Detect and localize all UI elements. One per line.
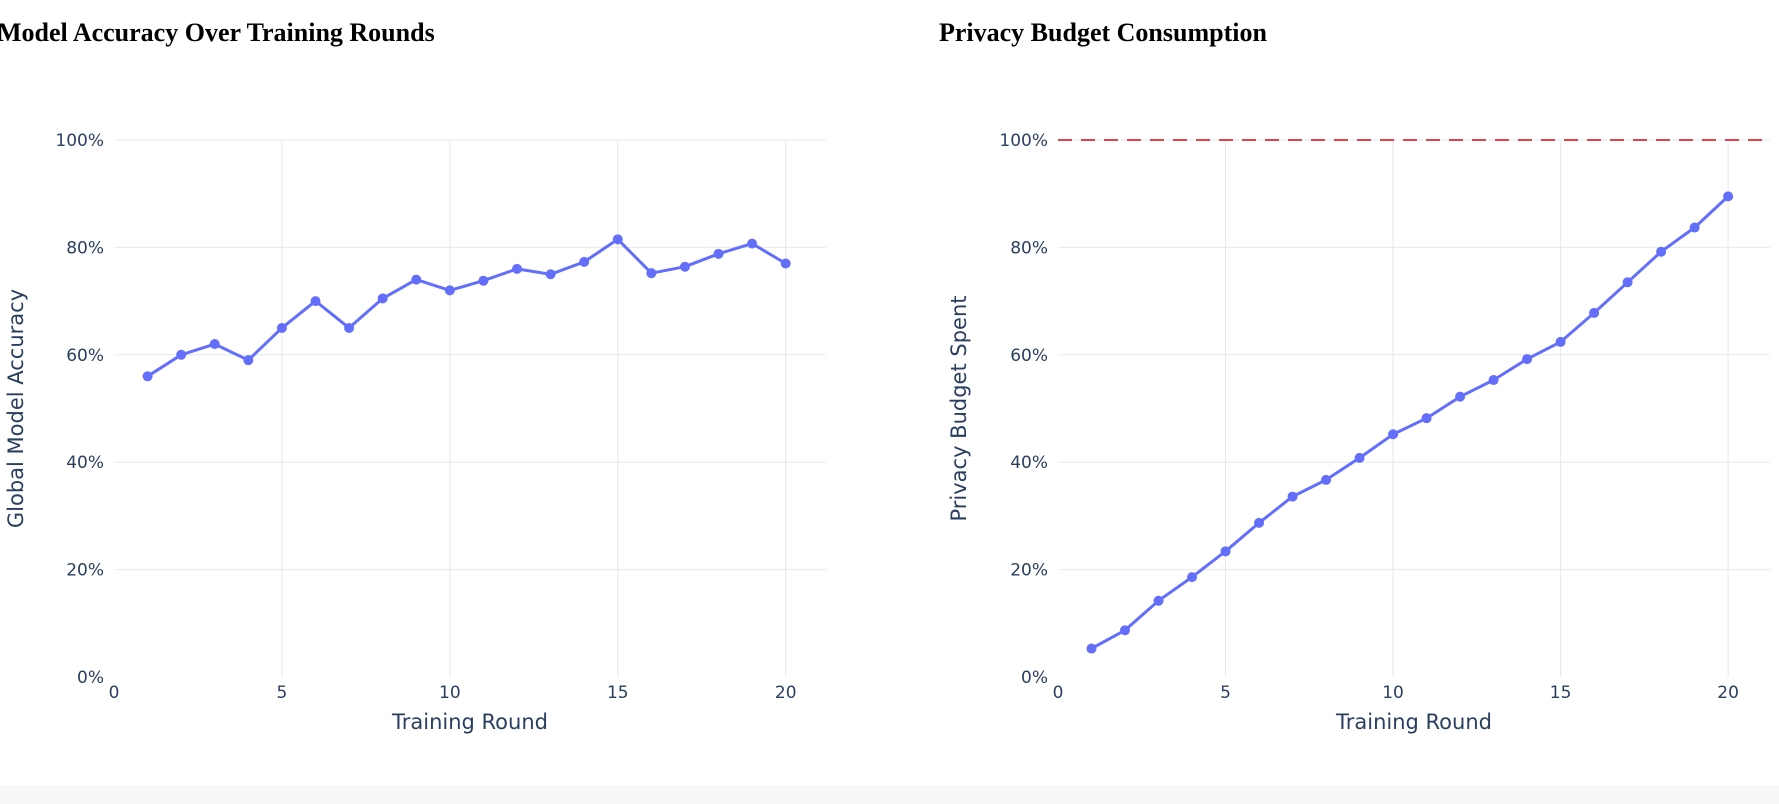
accuracy-data-point [612,234,623,245]
privacy-data-point [1522,354,1533,365]
accuracy-x-tick-label: 5 [277,683,288,703]
accuracy-data-point [478,275,489,286]
privacy-data-point [1656,246,1667,257]
accuracy-x-axis-title: Training Round [391,710,548,734]
accuracy-y-tick-label: 40% [66,453,104,473]
accuracy-data-point [444,285,455,296]
privacy-data-point [1421,413,1432,424]
privacy-series-line [1090,195,1730,650]
privacy-y-axis-title: Privacy Budget Spent [947,295,971,521]
accuracy-y-tick-label: 60% [66,346,104,366]
privacy-data-point [1321,474,1332,485]
accuracy-series-line [146,237,787,378]
privacy-data-point [1354,452,1365,463]
privacy-x-tick-label: 5 [1220,683,1231,703]
accuracy-data-point [176,349,187,360]
accuracy-data-point [276,322,287,333]
privacy-data-point [1254,517,1265,528]
privacy-data-point [1455,391,1466,402]
accuracy-data-point [377,293,388,304]
accuracy-data-point [344,322,355,333]
accuracy-data-point [310,296,321,307]
privacy-data-point [1689,222,1700,233]
privacy-x-axis-title: Training Round [1335,710,1492,734]
accuracy-data-point [243,355,254,366]
privacy-y-tick-label: 100% [999,131,1048,151]
accuracy-y-tick-label: 80% [66,238,104,258]
privacy-data-point [1555,336,1566,347]
accuracy-y-axis-title: Global Model Accuracy [4,289,28,528]
privacy-y-tick-label: 40% [1010,453,1048,473]
privacy-data-point [1120,625,1131,636]
accuracy-data-point [209,339,220,350]
privacy-x-tick-label: 15 [1550,683,1572,703]
accuracy-data-point [545,269,556,280]
privacy-y-tick-label: 0% [1021,668,1048,688]
privacy-data-point [1723,191,1734,202]
privacy-data-point [1388,429,1399,440]
privacy-data-point [1488,375,1499,386]
privacy-x-tick-label: 20 [1717,683,1739,703]
accuracy-data-point [747,238,758,249]
privacy-x-tick-label: 0 [1053,683,1064,703]
accuracy-y-tick-label: 0% [77,668,104,688]
privacy-data-point [1589,307,1600,318]
accuracy-data-point [713,248,724,259]
chart-title-privacy: Privacy Budget Consumption [939,18,1267,47]
accuracy-data-point [780,258,791,269]
privacy-data-point [1153,595,1164,606]
privacy-data-point [1622,277,1633,288]
accuracy-data-point [679,261,690,272]
chart-title-accuracy: Model Accuracy Over Training Rounds [0,18,435,47]
privacy-data-point [1287,491,1298,502]
accuracy-data-point [579,256,590,267]
accuracy-data-point [512,263,523,274]
privacy-data-point [1187,572,1198,583]
privacy-data-point [1220,546,1231,557]
privacy-data-point [1086,643,1097,654]
accuracy-x-tick-label: 20 [775,683,797,703]
accuracy-x-tick-label: 0 [109,683,120,703]
privacy-y-tick-label: 80% [1010,238,1048,258]
privacy-y-tick-label: 20% [1010,561,1048,581]
accuracy-y-tick-label: 20% [66,561,104,581]
privacy-x-tick-label: 10 [1382,683,1404,703]
accuracy-data-point [142,371,153,382]
accuracy-data-point [411,274,422,285]
accuracy-x-tick-label: 15 [607,683,629,703]
footer-band [0,785,1779,804]
accuracy-y-tick-label: 100% [55,131,104,151]
accuracy-x-tick-label: 10 [439,683,461,703]
privacy-y-tick-label: 60% [1010,346,1048,366]
accuracy-data-point [646,268,657,279]
